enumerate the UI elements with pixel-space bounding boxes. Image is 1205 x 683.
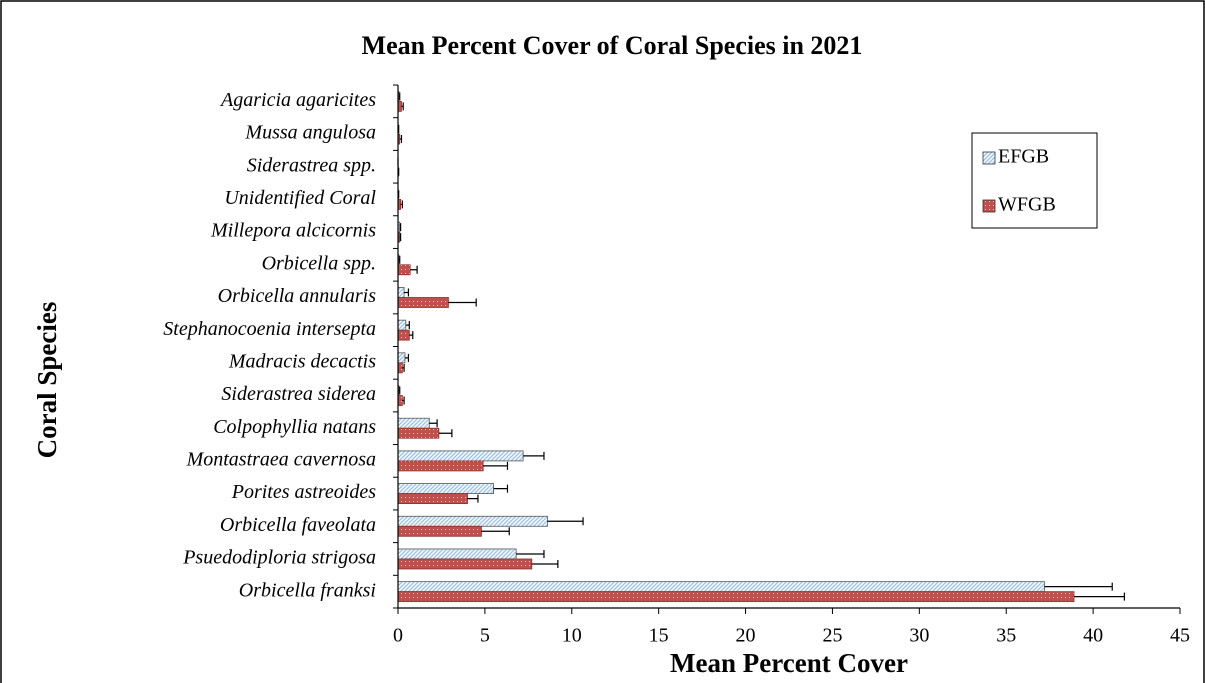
error-bar [429,419,438,428]
x-tick-label: 25 [822,625,842,647]
error-bar [438,429,453,438]
error-bar [399,135,403,144]
x-tick-label: 35 [996,625,1016,647]
error-bar [404,288,410,297]
error-bar [1044,582,1113,591]
error-bar [398,92,401,101]
error-bar [516,549,545,558]
legend-label: EFGB [998,146,1049,168]
error-bar [399,223,402,232]
error-bar [410,265,418,274]
x-tick-label: 0 [393,625,403,647]
error-bar [405,321,410,330]
error-bar [523,451,545,460]
bar [397,493,468,504]
error-bar [401,102,404,111]
error-bar [400,200,403,209]
error-bar [493,484,509,493]
error-bar [398,255,401,264]
y-tick-label: Agaricia agaricites [219,89,376,111]
y-tick-label: Siderastrea siderea [221,383,376,405]
x-tick-label: 45 [1170,625,1190,647]
y-tick-label: Colpophyllia natans [213,416,376,438]
error-bar [399,233,402,242]
error-bar [402,396,405,405]
x-tick-label: 5 [480,625,490,647]
bar [397,460,484,472]
error-bar [467,494,479,503]
error-bar [409,331,414,340]
bar [397,297,449,308]
bar [397,329,410,341]
error-bar [483,461,509,470]
y-tick-label: Orbicella spp. [262,252,376,274]
bar [397,264,411,276]
bar [397,581,1045,593]
bar [397,362,403,374]
bar [397,515,548,527]
bar [397,591,1075,603]
x-tick-label: 30 [909,625,929,647]
bar [397,395,403,406]
x-tick-label: 10 [562,625,582,647]
bar [397,558,533,570]
legend-swatch [982,151,996,165]
y-tick-label: Siderastrea spp. [247,154,376,176]
error-bar [1074,592,1125,601]
legend-label: WFGB [998,194,1056,216]
legend-swatch [982,199,996,213]
error-bar [481,527,510,536]
bar [397,450,524,462]
error-bar [398,386,401,395]
bar [397,548,517,560]
x-tick-label: 40 [1083,625,1103,647]
y-tick-label: Montastraea cavernosa [186,449,376,471]
bar [397,417,430,429]
bar [397,352,406,364]
y-tick-label: Millepora alcicornis [210,220,376,242]
y-tick-label: Stephanocoenia intersepta [163,318,376,340]
y-tick-label: Unidentified Coral [224,187,376,209]
error-bar [404,353,410,362]
x-axis-label: Mean Percent Cover [670,648,908,678]
error-bar [402,363,405,372]
y-tick-label: Madracis decactis [228,350,376,372]
x-tick-label: 20 [736,625,756,647]
error-bar [531,559,559,568]
x-tick-label: 15 [649,625,669,647]
chart-title: Mean Percent Cover of Coral Species in 2… [362,31,863,60]
y-tick-label: Mussa angulosa [244,122,376,144]
bar [397,319,407,331]
y-axis-label: Coral Species [32,302,62,459]
y-tick-label: Porites astreoides [231,481,376,503]
bar [397,525,482,537]
y-tick-label: Orbicella annularis [218,285,377,307]
error-bar [547,517,584,526]
bar [397,483,494,494]
y-tick-label: Orbicella faveolata [220,514,376,536]
error-bar [448,298,477,307]
bar [397,287,405,298]
bar [397,427,440,439]
y-tick-label: Orbicella franksi [239,579,376,601]
y-tick-label: Psuedodiploria strigosa [182,547,376,569]
